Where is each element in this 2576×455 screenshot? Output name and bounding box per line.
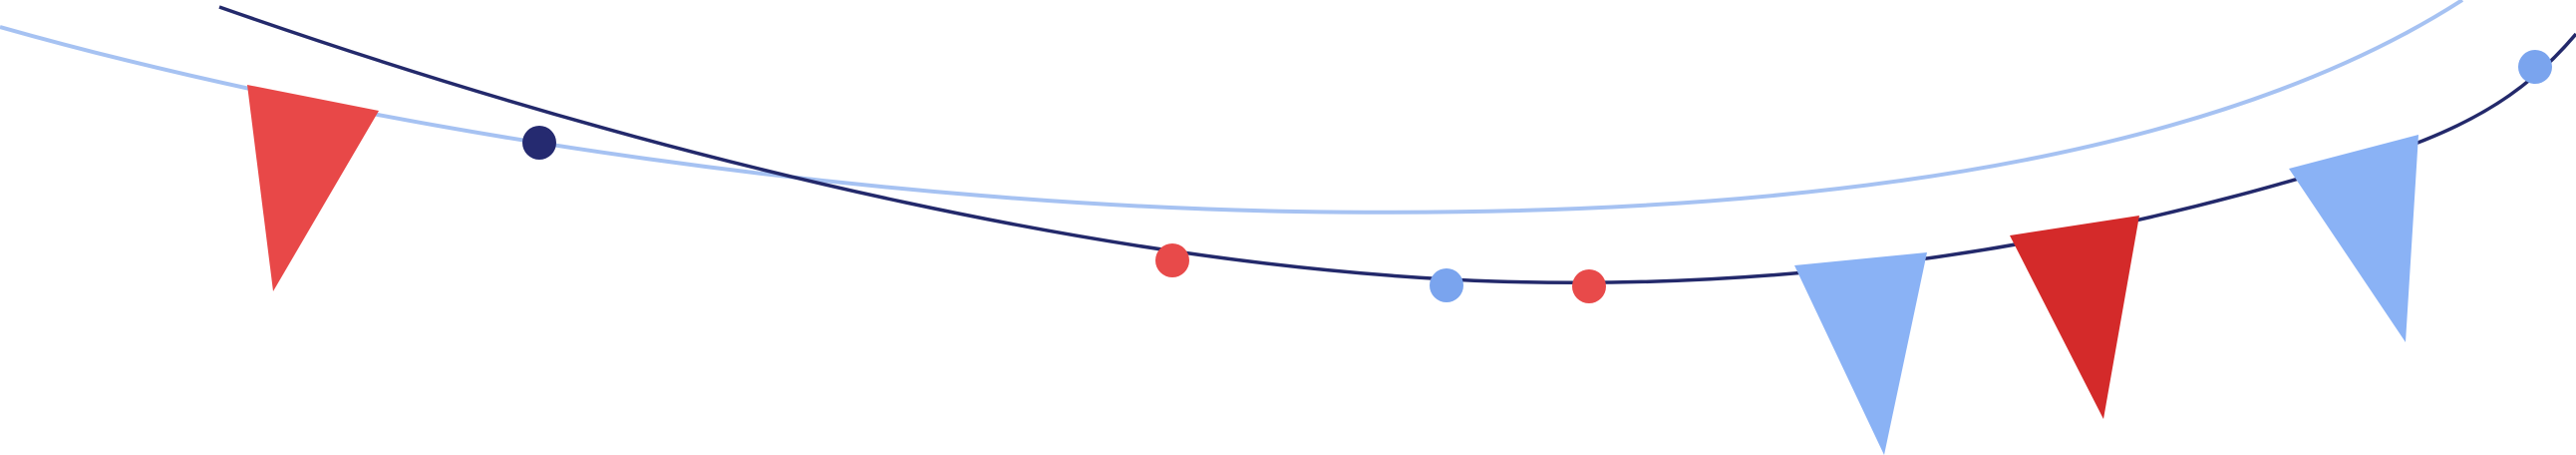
light-blue-pennant-flag: [1794, 252, 1927, 455]
navy-bead: [522, 126, 556, 160]
dark-red-pennant-flag: [2010, 216, 2139, 419]
light-blue-bead: [2518, 50, 2552, 84]
navy-bunting-string: [218, 5, 2576, 285]
red-bead: [1155, 243, 1189, 277]
red-pennant-flag: [247, 85, 379, 291]
light-blue-bunting-string: [0, 0, 2464, 215]
light-blue-bead: [1430, 268, 1463, 302]
red-bead: [1572, 269, 1606, 303]
light-blue-pennant-flag: [2289, 135, 2418, 342]
